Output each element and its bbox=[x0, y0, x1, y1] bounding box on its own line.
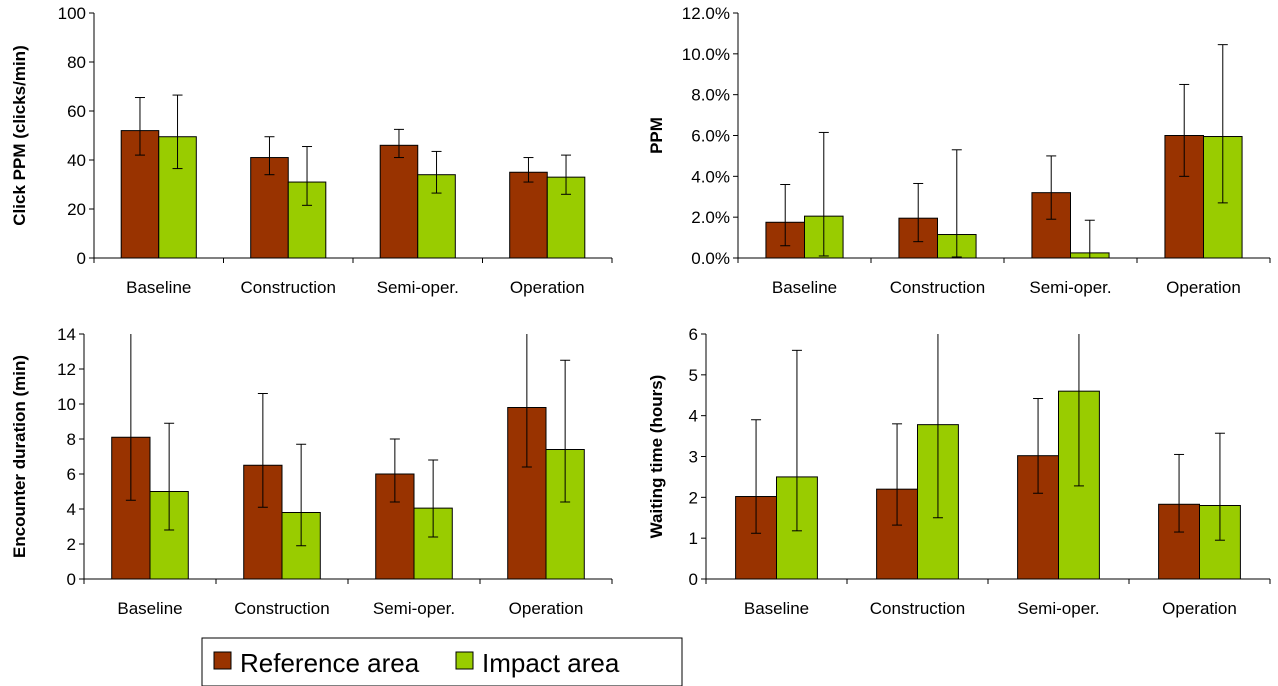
x-category-label: Semi-oper. bbox=[1029, 278, 1111, 297]
y-tick-label: 100 bbox=[58, 4, 86, 23]
y-axis-title: PPM bbox=[647, 117, 666, 154]
x-category-label: Semi-oper. bbox=[377, 278, 459, 297]
y-tick-label: 0 bbox=[67, 570, 76, 589]
y-axis-title: Encounter duration (min) bbox=[10, 355, 29, 558]
y-tick-label: 6.0% bbox=[691, 127, 730, 146]
chart-panel-3: 0 2 4 6 8 10 12 14 Baseline Construction Semi-oper… bbox=[10, 325, 613, 618]
legend-swatch-impact bbox=[455, 651, 474, 670]
x-category-label: Operation bbox=[509, 599, 584, 618]
legend-label-impact: Impact area bbox=[482, 648, 620, 678]
y-tick-label: 20 bbox=[67, 200, 86, 219]
y-tick-label: 60 bbox=[67, 102, 86, 121]
x-category-label: Semi-oper. bbox=[373, 599, 455, 618]
legend-swatch-reference bbox=[213, 651, 232, 670]
y-tick-label: 10 bbox=[57, 395, 76, 414]
bar-reference bbox=[509, 171, 548, 259]
y-tick-label: 4.0% bbox=[691, 167, 730, 186]
x-category-label: Operation bbox=[1166, 278, 1241, 297]
y-axis-title: Waiting time (hours) bbox=[647, 375, 666, 539]
y-tick-label: 6 bbox=[67, 465, 76, 484]
y-tick-label: 0 bbox=[77, 249, 86, 268]
x-category-label: Operation bbox=[1162, 599, 1237, 618]
y-tick-label: 8 bbox=[67, 430, 76, 449]
x-category-label: Operation bbox=[510, 278, 585, 297]
x-category-label: Baseline bbox=[772, 278, 837, 297]
y-tick-label: 3 bbox=[689, 448, 698, 467]
y-tick-label: 2.0% bbox=[691, 208, 730, 227]
x-category-label: Construction bbox=[890, 278, 985, 297]
y-tick-label: 0.0% bbox=[691, 249, 730, 268]
y-tick-label: 14 bbox=[57, 325, 76, 344]
y-tick-label: 4 bbox=[689, 407, 698, 426]
y-tick-label: 0 bbox=[689, 570, 698, 589]
bar-reference bbox=[379, 144, 419, 259]
x-category-label: Construction bbox=[234, 599, 329, 618]
y-tick-label: 5 bbox=[689, 366, 698, 385]
x-category-label: Baseline bbox=[744, 599, 809, 618]
x-category-label: Construction bbox=[241, 278, 336, 297]
x-category-label: Semi-oper. bbox=[1017, 599, 1099, 618]
y-tick-label: 12.0% bbox=[682, 4, 730, 23]
x-category-label: Baseline bbox=[126, 278, 191, 297]
legend-label-reference: Reference area bbox=[240, 648, 420, 678]
y-tick-label: 2 bbox=[67, 535, 76, 554]
y-tick-label: 4 bbox=[67, 500, 76, 519]
chart-panel-1: 0 20 40 60 80 100 Baseline Construction Semi-ope… bbox=[10, 4, 613, 297]
chart-panel-2: 0.0% 2.0% 4.0% 6.0% 8.0% 10.0% 12.0% Baseline Co… bbox=[647, 4, 1271, 297]
y-tick-label: 40 bbox=[67, 151, 86, 170]
y-tick-label: 80 bbox=[67, 53, 86, 72]
legend-box bbox=[201, 637, 683, 686]
y-tick-label: 1 bbox=[689, 529, 698, 548]
y-tick-label: 10.0% bbox=[682, 45, 730, 64]
y-axis-title: Click PPM (clicks/min) bbox=[10, 45, 29, 225]
y-tick-label: 2 bbox=[689, 488, 698, 507]
y-tick-label: 6 bbox=[689, 325, 698, 344]
x-category-label: Construction bbox=[870, 599, 965, 618]
chart-panel-4: 0 1 2 3 4 5 6 Baseline Construction Semi-oper. Ope… bbox=[647, 325, 1271, 618]
y-tick-label: 8.0% bbox=[691, 86, 730, 105]
legend: Reference area Impact area bbox=[201, 637, 683, 686]
x-category-label: Baseline bbox=[117, 599, 182, 618]
y-tick-label: 12 bbox=[57, 360, 76, 379]
